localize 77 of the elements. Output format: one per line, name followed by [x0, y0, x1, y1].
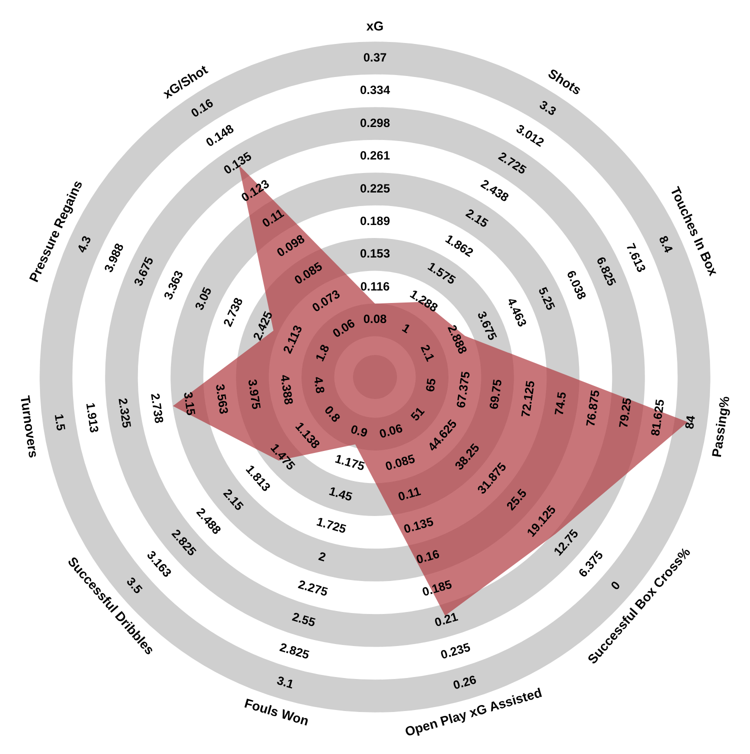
text: 1.5	[52, 413, 68, 432]
text: 3.3	[537, 98, 559, 119]
text: 5.25	[535, 285, 558, 312]
text: 76.875	[583, 388, 602, 428]
text: 3.15	[180, 391, 198, 417]
text: 2.425	[250, 308, 276, 342]
text: 0.116	[360, 279, 390, 294]
text: 4.3	[74, 233, 94, 255]
text: 0.235	[439, 640, 472, 662]
text: 0.06	[330, 316, 358, 341]
text: 1.725	[315, 514, 348, 536]
text: 0.153	[360, 246, 390, 261]
text: 3.363	[160, 268, 186, 302]
text: 0.16	[414, 546, 442, 567]
text: 81.625	[648, 398, 668, 437]
text: 2.15	[463, 206, 491, 231]
text: 0.06	[378, 421, 404, 442]
text: 51	[408, 404, 428, 424]
text: 69.75	[486, 378, 505, 410]
text: 2.888	[444, 322, 470, 356]
text: 4.388	[278, 374, 296, 406]
text: 2.1	[418, 342, 438, 364]
text: 8.4	[656, 234, 676, 255]
text: 0.37	[363, 50, 387, 64]
text: 0.11	[260, 206, 287, 230]
text: 0.261	[360, 148, 390, 163]
text: 0.189	[360, 214, 390, 228]
text: 1.45	[327, 484, 354, 504]
text: 3.988	[101, 240, 127, 274]
text: 3.5	[124, 574, 146, 597]
text: 4.463	[504, 296, 530, 330]
text: 4.8	[311, 376, 328, 395]
text: 1.913	[83, 402, 102, 434]
text: 0.21	[433, 610, 460, 630]
text: 67.375	[454, 370, 473, 409]
spoke-label: xG	[366, 18, 384, 34]
spoke-label: Fouls Won	[242, 696, 311, 729]
text: 6.038	[564, 268, 590, 302]
text: 2.738	[220, 295, 246, 329]
text: 3.563	[212, 383, 232, 416]
text: 74.5	[552, 390, 570, 416]
text: 0.334	[360, 83, 390, 98]
text: 0	[608, 578, 624, 593]
text: 84	[682, 414, 698, 430]
text: 3.675	[474, 309, 500, 343]
text: 2	[317, 549, 328, 565]
text: 2.738	[148, 392, 166, 425]
text: 2.55	[290, 610, 318, 630]
text: 2.113	[280, 322, 306, 356]
text: 1.8	[312, 342, 332, 364]
text: 3.675	[131, 254, 156, 288]
text: 0.185	[420, 577, 454, 600]
text: 0.9	[349, 422, 370, 440]
text: 1.175	[334, 452, 367, 474]
text: 7.613	[623, 241, 649, 275]
text: 0.11	[396, 484, 423, 504]
text: 2.325	[116, 397, 134, 430]
text: 0.08	[363, 312, 387, 326]
text: 3.975	[245, 378, 264, 411]
text: 65	[422, 377, 439, 393]
text: 0.8	[322, 403, 344, 426]
text: 0.225	[360, 181, 390, 196]
text: 6.825	[594, 254, 619, 288]
text: 3.1	[275, 673, 296, 692]
text: 0.16	[188, 96, 216, 120]
spoke-label: Passing%	[708, 394, 732, 458]
spoke-label: Turnovers	[17, 394, 42, 459]
text: 2.825	[278, 640, 312, 662]
text: 0.135	[402, 514, 436, 536]
text: 1	[400, 320, 414, 336]
text: 0.26	[452, 672, 478, 692]
text: 72.125	[518, 380, 538, 418]
text: 2.275	[296, 577, 330, 600]
text: 3.05	[192, 284, 215, 312]
text: 0.085	[384, 452, 417, 474]
text: 0.298	[360, 116, 390, 130]
text: 79.25	[616, 396, 634, 429]
